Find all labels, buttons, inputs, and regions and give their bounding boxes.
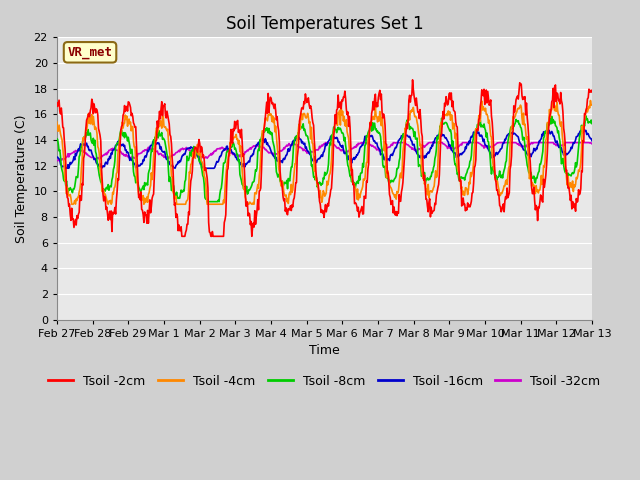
Tsoil -32cm — [588, 141, 596, 147]
Tsoil -8cm — [63, 178, 70, 184]
Tsoil -16cm — [53, 155, 61, 160]
Tsoil -2cm — [178, 233, 186, 239]
Tsoil -4cm — [173, 201, 180, 207]
Tsoil -16cm — [173, 162, 180, 168]
Tsoil -2cm — [63, 187, 70, 193]
Tsoil -8cm — [172, 192, 180, 198]
Tsoil -32cm — [391, 140, 399, 145]
Tsoil -8cm — [582, 113, 590, 119]
Tsoil -32cm — [322, 140, 330, 145]
X-axis label: Time: Time — [309, 344, 340, 357]
Tsoil -2cm — [588, 87, 596, 93]
Tsoil -8cm — [200, 181, 208, 187]
Tsoil -8cm — [390, 177, 398, 183]
Tsoil -16cm — [390, 148, 398, 154]
Tsoil -8cm — [588, 120, 596, 126]
Tsoil -4cm — [390, 192, 398, 198]
Line: Tsoil -32cm: Tsoil -32cm — [57, 143, 592, 162]
Tsoil -8cm — [204, 199, 211, 204]
Tsoil -4cm — [588, 102, 596, 108]
Tsoil -4cm — [68, 201, 76, 207]
Y-axis label: Soil Temperature (C): Soil Temperature (C) — [15, 114, 28, 243]
Text: VR_met: VR_met — [68, 46, 113, 59]
Tsoil -4cm — [63, 191, 70, 197]
Tsoil -2cm — [409, 77, 417, 83]
Tsoil -8cm — [118, 127, 125, 133]
Tsoil -8cm — [53, 136, 61, 142]
Tsoil -16cm — [118, 142, 126, 148]
Line: Tsoil -16cm: Tsoil -16cm — [57, 130, 592, 168]
Tsoil -32cm — [406, 144, 414, 150]
Tsoil -4cm — [201, 175, 209, 181]
Tsoil -16cm — [580, 127, 588, 132]
Tsoil -32cm — [118, 151, 126, 157]
Tsoil -4cm — [406, 117, 413, 123]
Title: Soil Temperatures Set 1: Soil Temperatures Set 1 — [225, 15, 423, 33]
Tsoil -2cm — [118, 123, 125, 129]
Tsoil -2cm — [406, 93, 413, 98]
Tsoil -32cm — [63, 154, 71, 159]
Tsoil -4cm — [587, 97, 595, 103]
Line: Tsoil -8cm: Tsoil -8cm — [57, 116, 592, 202]
Tsoil -8cm — [406, 127, 413, 132]
Tsoil -4cm — [53, 119, 61, 125]
Tsoil -2cm — [390, 204, 398, 210]
Tsoil -16cm — [588, 138, 596, 144]
Tsoil -32cm — [173, 150, 180, 156]
Tsoil -32cm — [201, 155, 209, 161]
Tsoil -16cm — [62, 166, 70, 171]
Tsoil -16cm — [201, 166, 209, 171]
Tsoil -16cm — [63, 166, 71, 171]
Tsoil -4cm — [118, 119, 126, 125]
Tsoil -2cm — [172, 215, 180, 220]
Line: Tsoil -2cm: Tsoil -2cm — [57, 80, 592, 236]
Legend: Tsoil -2cm, Tsoil -4cm, Tsoil -8cm, Tsoil -16cm, Tsoil -32cm: Tsoil -2cm, Tsoil -4cm, Tsoil -8cm, Tsoi… — [44, 370, 605, 393]
Line: Tsoil -4cm: Tsoil -4cm — [57, 100, 592, 204]
Tsoil -32cm — [56, 159, 63, 165]
Tsoil -2cm — [201, 168, 209, 173]
Tsoil -32cm — [53, 157, 61, 163]
Tsoil -16cm — [406, 133, 413, 139]
Tsoil -2cm — [53, 100, 61, 106]
